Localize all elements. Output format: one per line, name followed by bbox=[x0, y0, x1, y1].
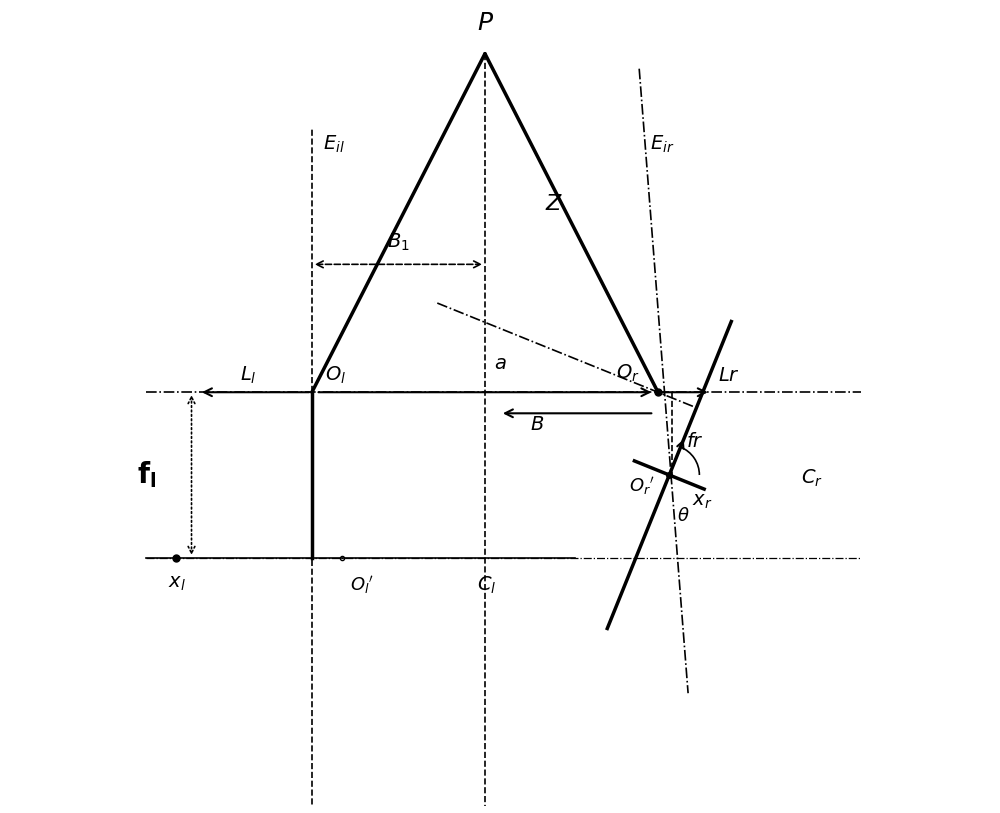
Text: B: B bbox=[531, 415, 544, 434]
Text: $C_r$: $C_r$ bbox=[801, 468, 823, 489]
Text: $\mathbf{f_l}$: $\mathbf{f_l}$ bbox=[137, 459, 156, 490]
Text: Z: Z bbox=[545, 194, 560, 214]
Text: $E_{ir}$: $E_{ir}$ bbox=[650, 133, 675, 154]
Text: $x_l$: $x_l$ bbox=[168, 574, 185, 593]
Text: $O_l{}'$: $O_l{}'$ bbox=[350, 574, 373, 596]
Text: fr: fr bbox=[687, 432, 701, 450]
Text: $C_l$: $C_l$ bbox=[477, 574, 497, 596]
Text: $B_1$: $B_1$ bbox=[387, 232, 410, 253]
Text: a: a bbox=[494, 354, 506, 373]
Text: $O_l$: $O_l$ bbox=[325, 365, 347, 386]
Text: $x_r$: $x_r$ bbox=[692, 492, 712, 511]
Text: $Lr$: $Lr$ bbox=[718, 366, 740, 385]
Text: $O_r$: $O_r$ bbox=[616, 363, 639, 384]
Text: $L_l$: $L_l$ bbox=[240, 365, 256, 386]
Text: $O_r{}'$: $O_r{}'$ bbox=[629, 476, 654, 498]
Text: $\theta$: $\theta$ bbox=[677, 507, 689, 525]
Text: P: P bbox=[477, 11, 493, 35]
Text: $E_{il}$: $E_{il}$ bbox=[323, 133, 345, 154]
